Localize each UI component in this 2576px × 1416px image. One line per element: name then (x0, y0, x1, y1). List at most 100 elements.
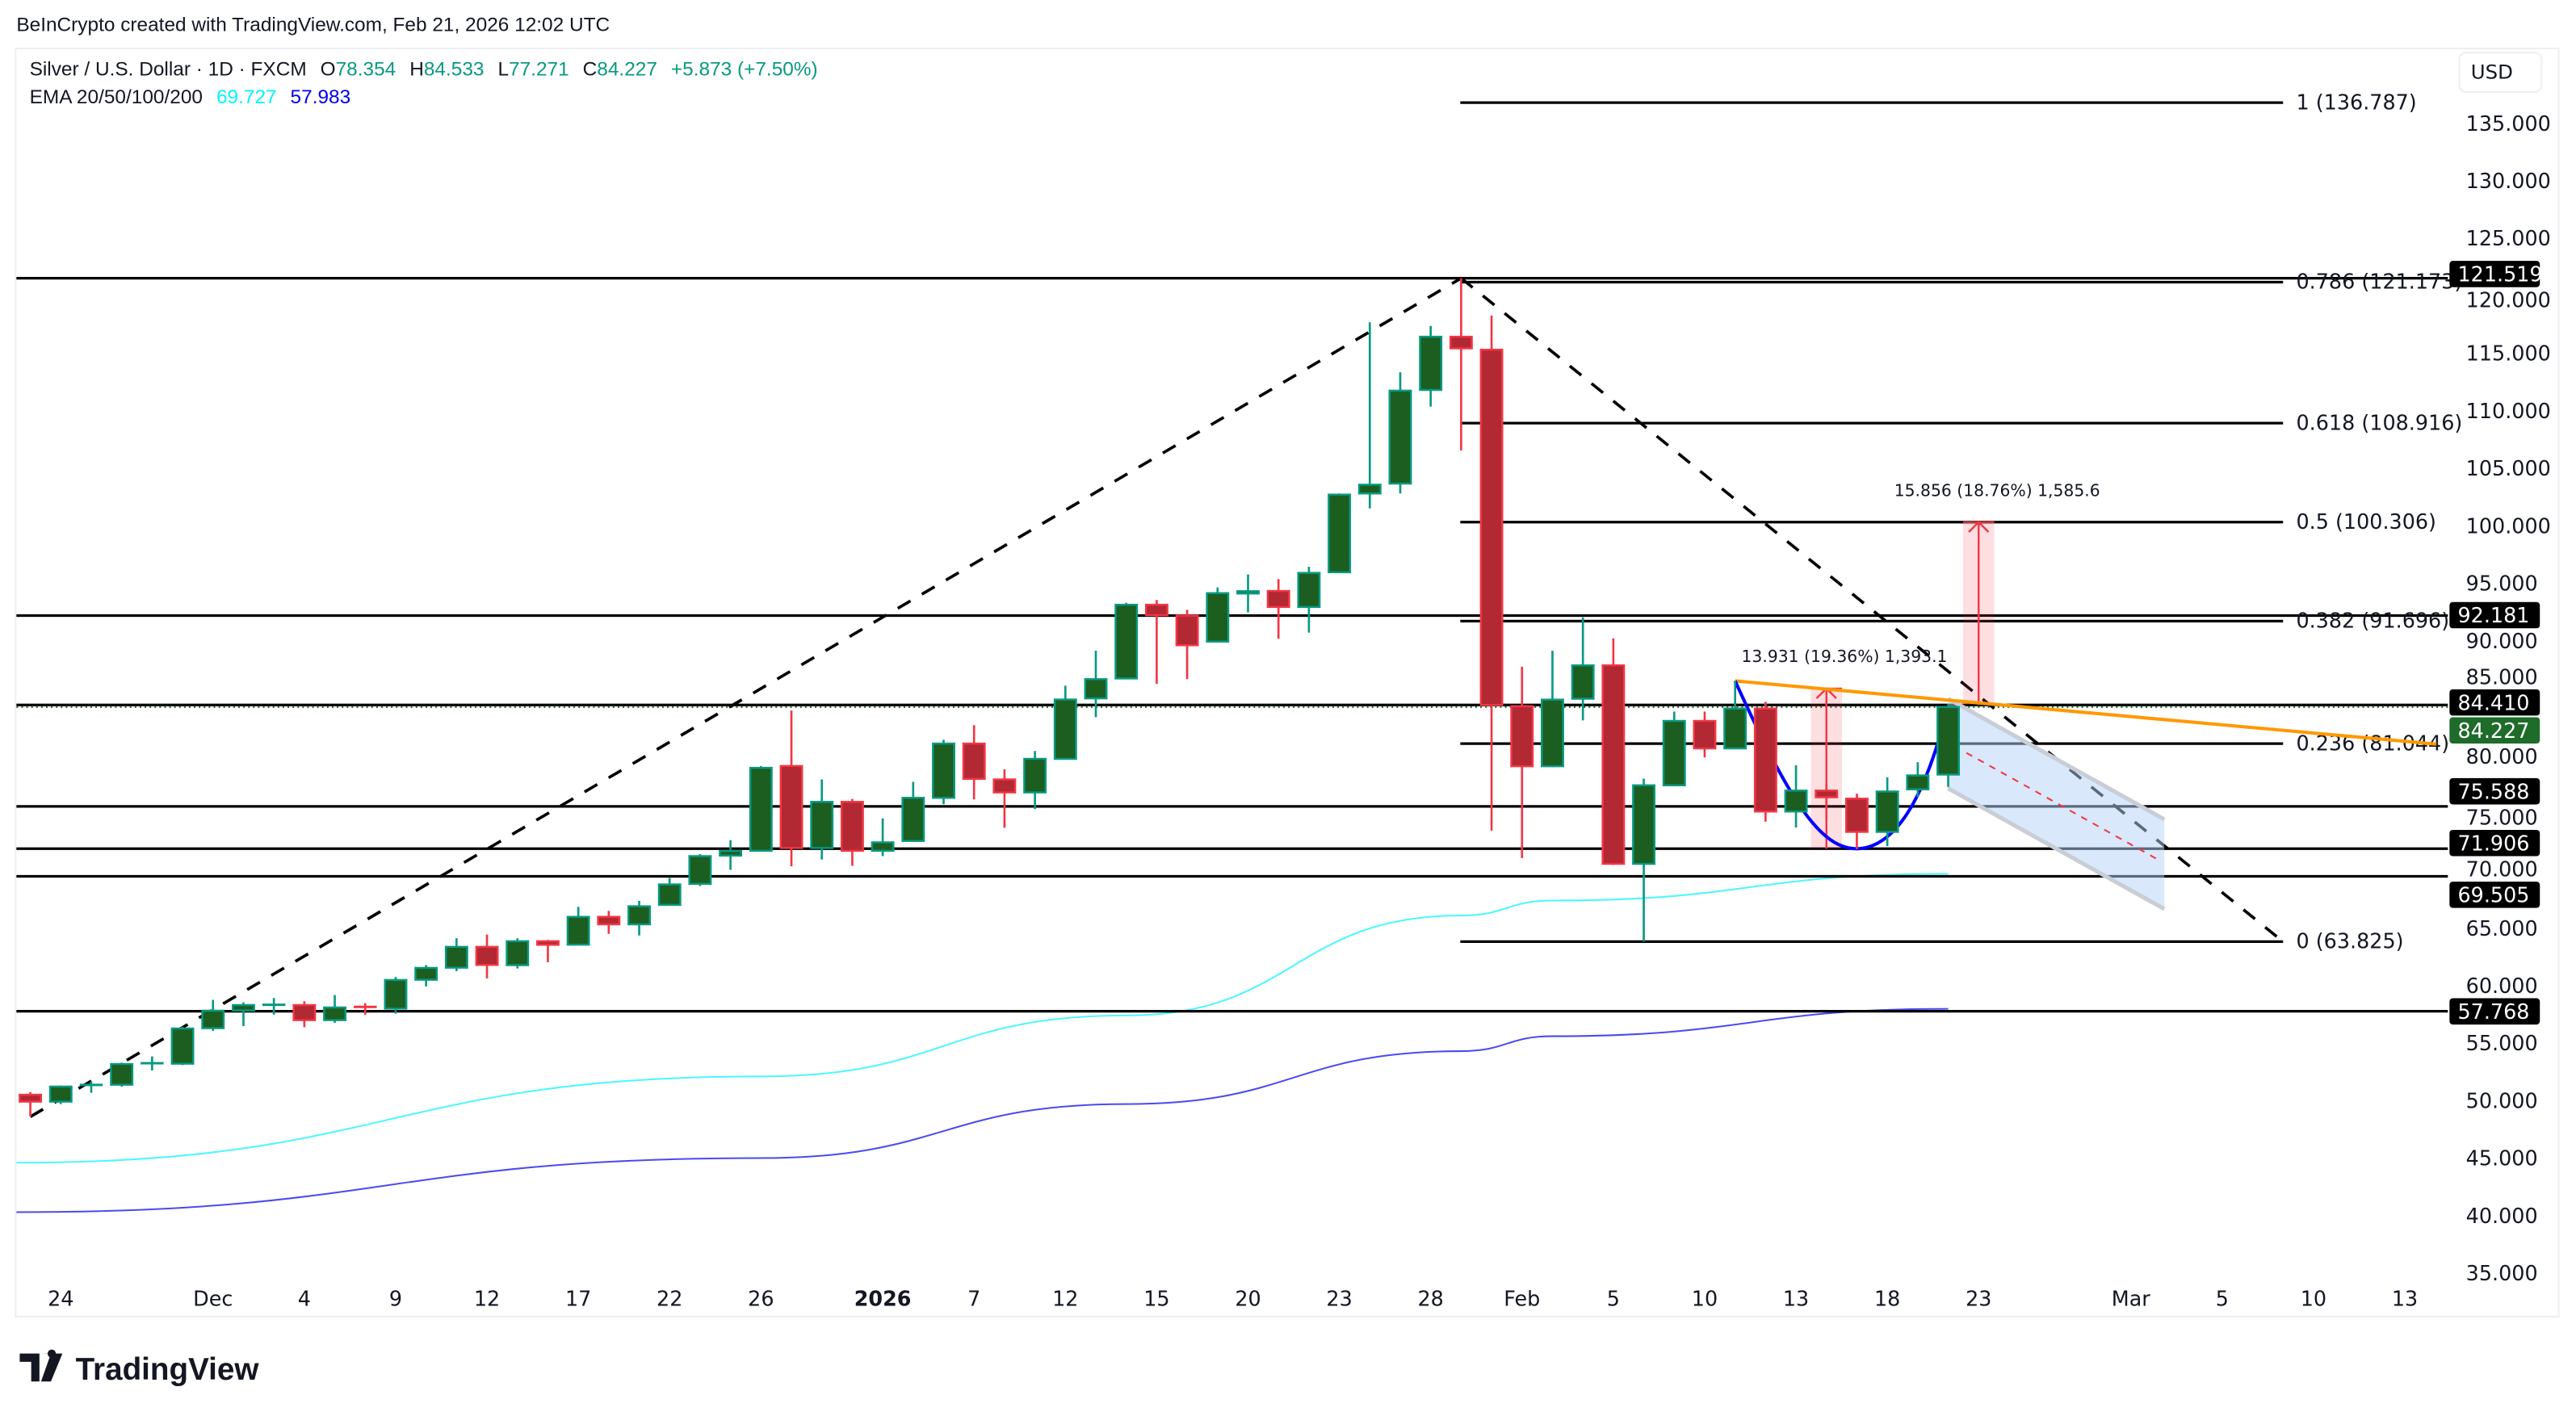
candle-body (1144, 603, 1168, 617)
candle-body (1601, 664, 1626, 865)
candle (1632, 778, 1656, 942)
price-tick-label: 55.000 (2466, 1031, 2538, 1055)
candle (384, 977, 408, 1014)
ema-value-2: 57.983 (291, 86, 351, 108)
time-tick-label: 12 (1052, 1287, 1078, 1311)
price-badge-label: 69.505 (2458, 883, 2530, 907)
time-tick-label: 20 (1235, 1287, 1261, 1311)
candle (871, 818, 895, 857)
candles (19, 278, 1961, 1116)
candle-body (1693, 719, 1717, 750)
candle-body (871, 841, 895, 853)
price-badge-label: 75.588 (2458, 779, 2530, 803)
candle-body (1297, 572, 1321, 609)
legend-high: 84.533 (424, 59, 485, 81)
legend-low: 77.271 (509, 59, 569, 81)
time-tick-label: 2026 (854, 1287, 912, 1311)
price-tick-label: 65.000 (2466, 916, 2538, 941)
legend: Silver / U.S. Dollar · 1D · FXCM O78.354… (30, 59, 818, 109)
legend-ohlc: Silver / U.S. Dollar · 1D · FXCM O78.354… (30, 59, 818, 81)
candle (657, 878, 682, 907)
candle-body (901, 797, 925, 842)
candle (232, 1002, 255, 1027)
arrow-up-icon (1968, 521, 1990, 533)
candle-body (1023, 757, 1047, 794)
attribution-text: BeInCrypto created with TradingView.com,… (16, 15, 610, 36)
time-tick-label: Dec (193, 1287, 233, 1311)
candle (992, 769, 1017, 828)
price-tick-label: 130.000 (2466, 169, 2551, 193)
price-tick-label: 115.000 (2466, 341, 2551, 366)
candle (719, 840, 743, 870)
fib-level-label: 0.618 (108.916) (2297, 410, 2463, 434)
candle-body (840, 801, 864, 853)
candle (1723, 681, 1747, 750)
price-tick-label: 90.000 (2466, 629, 2538, 653)
candle-body (170, 1027, 195, 1065)
candle-body (1541, 698, 1564, 768)
price-tick-label: 120.000 (2466, 288, 2551, 312)
candle-body (384, 978, 408, 1010)
candle-body (506, 940, 530, 966)
candle (1206, 587, 1230, 643)
price-tick-label: 85.000 (2466, 664, 2538, 689)
candle-body (962, 742, 986, 781)
time-tick-label: 10 (2301, 1287, 2326, 1311)
price-axis[interactable]: 135.000 130.000 125.000 120.000 115.000 110.0… (2466, 111, 2551, 1285)
candle (1784, 765, 1808, 828)
candle (170, 1026, 195, 1066)
candle (1693, 711, 1717, 758)
time-tick-label: 17 (565, 1287, 591, 1311)
candle (566, 907, 590, 946)
price-badge (2449, 717, 2540, 744)
fib-level-label: 0.382 (91.696) (2297, 609, 2450, 633)
candle-body (566, 915, 590, 946)
price-badge (2449, 998, 2540, 1025)
candle-body (1479, 348, 1504, 706)
candle (444, 938, 468, 971)
drawings: 1 (136.787) 0.786 (121.173) 0.618 (108.916… (29, 90, 2463, 1118)
time-tick-label: 23 (1966, 1287, 1991, 1311)
currency-button[interactable]: USD (2458, 52, 2543, 93)
price-tick-label: 105.000 (2466, 456, 2551, 480)
candle (1297, 566, 1321, 633)
candle-body (1723, 707, 1747, 750)
candle (597, 911, 621, 934)
price-badge (2449, 689, 2540, 716)
candle-body (1236, 590, 1260, 595)
price-badge (2449, 777, 2540, 805)
candle (1144, 600, 1168, 685)
candle (1449, 278, 1473, 450)
candle-body (110, 1062, 134, 1086)
candle-body (1906, 774, 1930, 790)
tradingview-logo[interactable]: TradingView (19, 1349, 259, 1388)
time-tick-label: 22 (657, 1287, 682, 1311)
candle (475, 934, 499, 978)
candle-body (1449, 335, 1473, 350)
candle (1601, 638, 1626, 865)
price-badge (2449, 261, 2540, 287)
candle (1753, 702, 1777, 822)
channel-upper-line (1947, 697, 2166, 822)
time-tick-label: 12 (474, 1287, 500, 1311)
currency-label[interactable]: USD (2471, 61, 2513, 84)
price-tick-label: 60.000 (2466, 974, 2538, 998)
time-axis[interactable]: 24 Dec 4 9 12 17 22 26 2026 7 12 15 20 23 28 Feb 5 10 13 18… (48, 1287, 2418, 1311)
candle-body (688, 855, 712, 886)
descending-trendline (1735, 679, 2437, 746)
candle (1175, 610, 1199, 680)
candle (1388, 372, 1412, 494)
legend-symbol: Silver / U.S. Dollar · 1D · FXCM (30, 59, 307, 81)
currency-button-bg[interactable] (2458, 52, 2543, 93)
candle-body (1053, 698, 1077, 760)
channel-projection (1948, 698, 2165, 910)
candle (201, 999, 225, 1032)
price-badge-label: 71.906 (2458, 831, 2530, 855)
candle-body (1266, 589, 1290, 609)
candle (1266, 579, 1290, 639)
candle-body (292, 1003, 317, 1021)
time-tick-label: 15 (1143, 1287, 1169, 1311)
candle-body (992, 778, 1017, 794)
candle (414, 965, 438, 987)
